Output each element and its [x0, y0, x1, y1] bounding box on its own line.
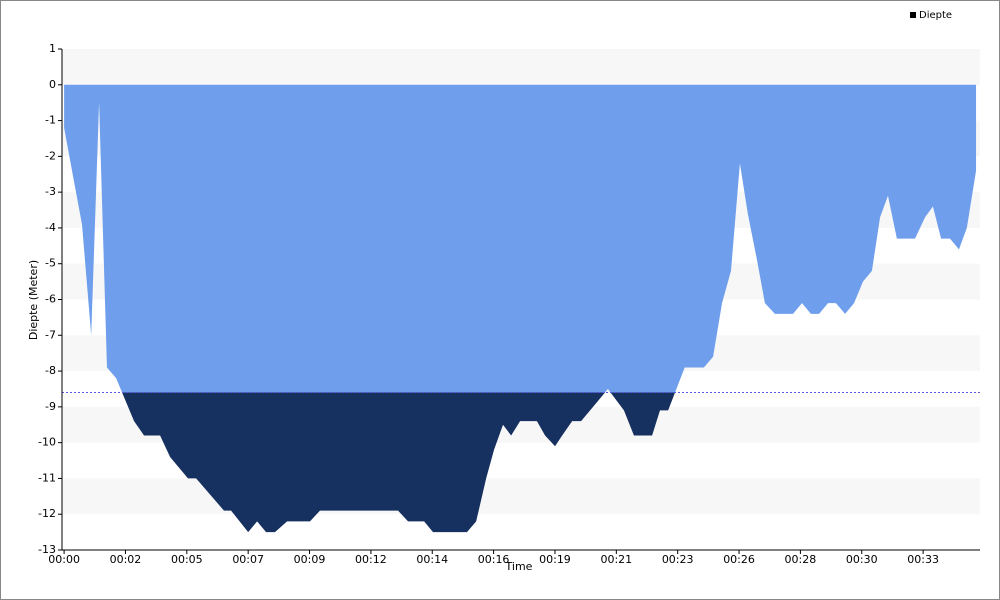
- x-tick-label: 00:19: [539, 553, 571, 566]
- x-tick-label: 00:21: [600, 553, 632, 566]
- x-tick-label: 00:09: [294, 553, 326, 566]
- x-tick-label: 00:07: [232, 553, 264, 566]
- x-tick-label: 00:28: [785, 553, 817, 566]
- y-tick-label: -7: [45, 328, 56, 341]
- y-tick-label: -6: [45, 293, 56, 306]
- y-tick-label: 1: [49, 42, 56, 55]
- y-tick-label: -5: [45, 257, 56, 270]
- y-tick-label: -12: [38, 507, 56, 520]
- x-tick-label: 00:00: [48, 553, 80, 566]
- x-tick-label: 00:33: [907, 553, 939, 566]
- y-tick-label: -8: [45, 364, 56, 377]
- x-tick-label: 00:16: [478, 553, 510, 566]
- y-tick-label: 0: [49, 78, 56, 91]
- x-tick-label: 00:05: [171, 553, 203, 566]
- x-tick-label: 00:23: [662, 553, 694, 566]
- grid-band: [62, 478, 980, 515]
- y-axis-label: Diepte (Meter): [27, 260, 40, 340]
- y-tick-label: -3: [45, 185, 56, 198]
- y-tick-label: -13: [38, 543, 56, 556]
- area: [64, 84, 977, 533]
- y-tick-label: -2: [45, 149, 56, 162]
- y-tick-label: -1: [45, 114, 56, 127]
- x-tick-label: 00:14: [416, 553, 448, 566]
- x-axis-label: Time: [505, 560, 533, 573]
- y-tick-label: -10: [38, 436, 56, 449]
- x-tick-label: 00:26: [723, 553, 755, 566]
- legend-label: Diepte: [919, 10, 952, 21]
- y-tick-label: -4: [45, 221, 56, 234]
- y-tick-label: -9: [45, 400, 56, 413]
- x-tick-label: 00:30: [846, 553, 878, 566]
- x-tick-label: 00:12: [355, 553, 387, 566]
- y-tick-label: -11: [38, 471, 56, 484]
- legend-swatch: [910, 12, 916, 18]
- grid-band: [62, 49, 980, 85]
- x-tick-label: 00:02: [110, 553, 142, 566]
